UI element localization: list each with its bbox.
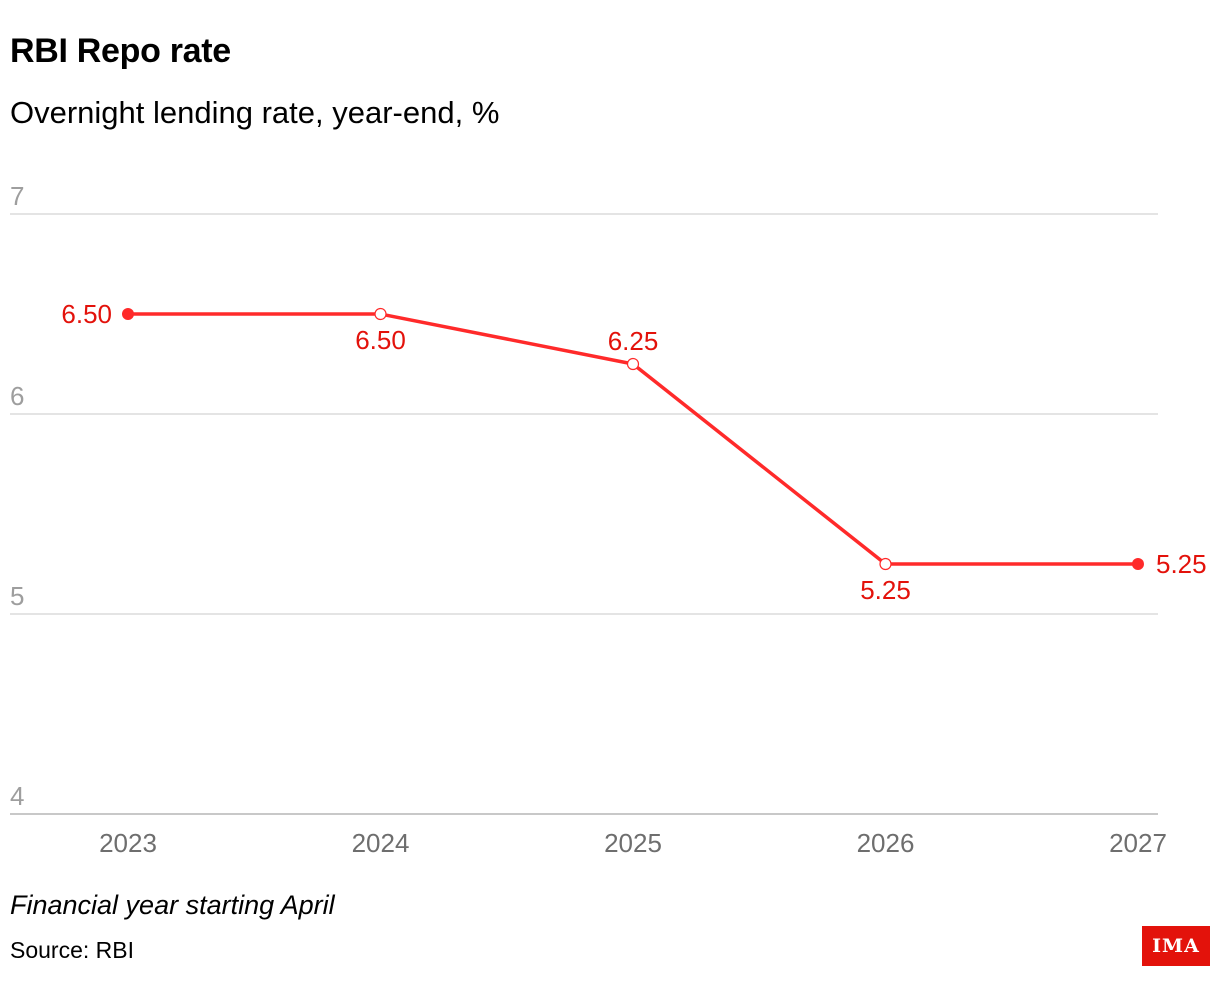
y-tick-label-7: 7: [10, 181, 24, 211]
x-tick-label-2023: 2023: [99, 828, 157, 858]
line-chart: 4 5 6 7 2023 2024 2025 2026 2027 6.50 6.50 6.25 5.25…: [10, 181, 1207, 858]
x-tick-label-2026: 2026: [857, 828, 915, 858]
source-note: Source: RBI: [10, 937, 134, 963]
x-tick-label-2024: 2024: [352, 828, 410, 858]
data-point-2023: [122, 308, 134, 320]
data-label-2024: 6.50: [355, 325, 406, 355]
y-tick-label-4: 4: [10, 781, 24, 811]
data-point-2027: [1132, 558, 1144, 570]
footnote: Financial year starting April: [10, 890, 335, 920]
x-tick-label-2025: 2025: [604, 828, 662, 858]
data-point-2024: [374, 307, 387, 321]
data-label-2023: 6.50: [61, 299, 112, 329]
publisher-logo: IMA: [1142, 926, 1210, 966]
data-label-2026: 5.25: [860, 575, 911, 605]
x-tick-label-2027: 2027: [1109, 828, 1167, 858]
data-point-2026: [879, 557, 892, 571]
chart-title: RBI Repo rate: [10, 32, 231, 70]
data-label-2025: 6.25: [608, 326, 659, 356]
y-tick-label-6: 6: [10, 381, 24, 411]
y-tick-label-5: 5: [10, 581, 24, 611]
chart-subtitle: Overnight lending rate, year-end, %: [10, 95, 500, 130]
data-point-2025: [626, 357, 640, 371]
data-label-2027: 5.25: [1156, 549, 1207, 579]
